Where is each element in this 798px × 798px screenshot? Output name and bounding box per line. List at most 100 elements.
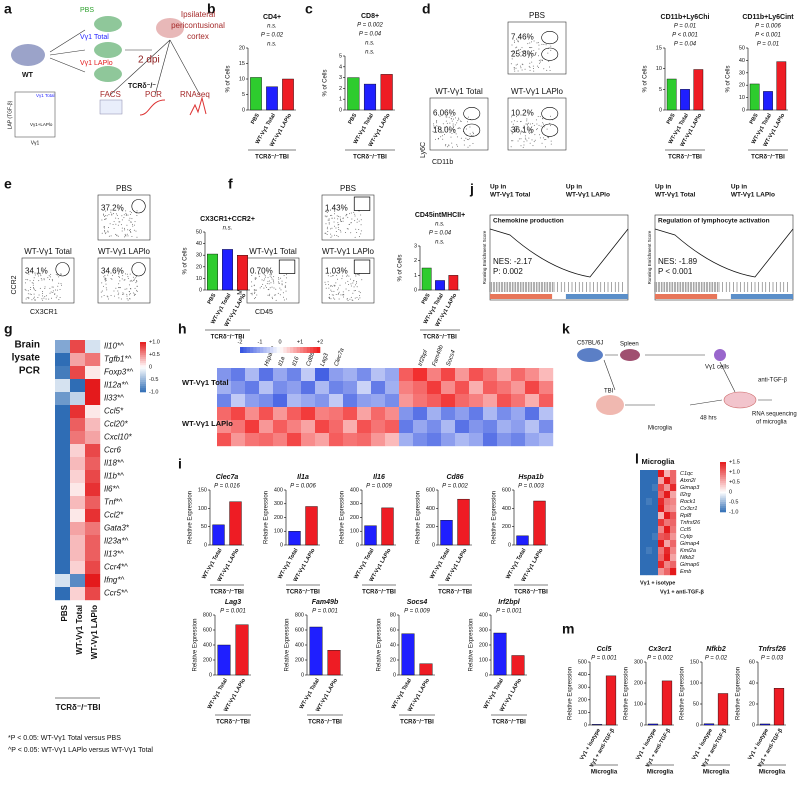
heatmap-cell	[315, 407, 330, 421]
flow-percent: 0.70%	[250, 267, 273, 276]
flow-dot	[337, 218, 339, 220]
p-value: P < 0.001	[755, 33, 781, 39]
heatmap-cell	[455, 407, 470, 421]
y-tick-label: 200	[479, 642, 488, 648]
heatmap-cell	[217, 381, 232, 395]
flow-dot	[347, 274, 349, 276]
flow-dot	[436, 120, 438, 122]
flow-dot	[532, 145, 534, 147]
flow-dot	[538, 124, 540, 126]
y-axis-label: Relative Expression	[285, 618, 291, 671]
bar	[703, 723, 715, 726]
heatmap-cell	[455, 394, 470, 408]
panel-label: f	[228, 176, 233, 192]
arrow	[603, 354, 772, 406]
bar	[533, 500, 546, 546]
flow-dot	[341, 221, 343, 223]
bar	[605, 675, 617, 726]
flow-dot	[266, 283, 268, 285]
flow-dot	[55, 297, 57, 299]
flow-dot	[334, 285, 336, 287]
flow-dot	[338, 298, 340, 300]
y-tick-label: 2	[414, 258, 417, 264]
y-tick-label: 0	[752, 722, 755, 728]
flow-title: WT-Vγ1 Total	[249, 247, 297, 256]
flow-dot	[271, 296, 273, 298]
flow-dot	[118, 273, 120, 275]
heatmap-cell	[670, 526, 677, 534]
y-tick-label: 200	[634, 680, 643, 686]
flow-dot	[328, 294, 330, 296]
flow-dot	[262, 283, 264, 285]
x-axis-label: TCRδ⁻/⁻TBI	[255, 155, 289, 161]
heatmap-cell	[652, 491, 659, 499]
flow-dot	[259, 287, 261, 289]
flow-dot	[134, 287, 136, 289]
flow-percent: 6.06%	[433, 109, 456, 118]
colorbar-label: -1.0	[729, 509, 738, 515]
y-axis-label: % of Cells	[398, 254, 404, 281]
heatmap-cell	[85, 483, 101, 497]
y-tick-label: 40	[390, 642, 396, 648]
flow-dot	[278, 277, 280, 279]
flow-dot	[52, 286, 54, 288]
flow-dot	[132, 276, 134, 278]
y-tick-label: 1	[414, 273, 417, 279]
heatmap-cell	[217, 433, 232, 447]
flow-dot	[113, 221, 115, 223]
colorbar-label: +1.0	[729, 469, 740, 475]
flow-dot	[27, 293, 29, 295]
schematic-label: PCR	[145, 90, 162, 99]
y-tick-label: 400	[426, 506, 435, 512]
flow-dot	[115, 223, 117, 225]
flow-dot	[130, 221, 132, 223]
flow-dot	[129, 298, 131, 300]
flow-dot	[113, 290, 115, 292]
schematic-label: Ipsilateral	[181, 10, 215, 19]
flow-dot	[352, 299, 354, 301]
flow-dot	[125, 215, 127, 217]
heatmap-cell	[670, 554, 677, 562]
schematic-label: RNA sequencing	[752, 412, 797, 418]
heatmap-cell	[670, 519, 677, 527]
row-label: Cytip	[680, 534, 693, 540]
flow-dot	[111, 278, 113, 280]
bar	[237, 254, 248, 291]
flow-dot	[268, 283, 270, 285]
flow-dot	[355, 282, 357, 284]
flow-dot	[42, 292, 44, 294]
flow-dot	[136, 289, 138, 291]
chart-title: Il16	[373, 474, 385, 481]
flow-dot	[270, 276, 272, 278]
flow-dot	[279, 294, 281, 296]
flow-dot	[55, 274, 57, 276]
flow-dot	[539, 137, 541, 139]
flow-dot	[108, 214, 110, 216]
y-tick-label: 0	[301, 672, 304, 678]
y-tick-label: 0	[393, 672, 396, 678]
y-tick-label: 100	[690, 680, 699, 686]
flow-dot	[133, 278, 135, 280]
heatmap-cell	[85, 470, 101, 484]
colorbar-step	[720, 468, 726, 471]
x-axis-label: TCRδ⁻/⁻TBI	[56, 703, 101, 712]
flow-dot	[129, 293, 131, 295]
flow-dot	[534, 54, 536, 56]
flow-dot	[530, 129, 532, 131]
flow-dot	[254, 277, 256, 279]
flow-dot	[326, 228, 328, 230]
schematic-label: TCRδ⁻/⁻	[128, 83, 156, 90]
heatmap-cell	[497, 368, 512, 382]
gene-label: Irf2bpl	[418, 349, 430, 367]
flow-dot	[106, 295, 108, 297]
chart-title: Cd86	[446, 474, 463, 481]
flow-dot	[456, 136, 458, 138]
heatmap-cell	[539, 433, 554, 447]
y-axis-label: % of Cells	[323, 69, 329, 96]
heatmap-cell	[301, 433, 316, 447]
colorbar-step	[246, 347, 251, 353]
heatmap-cell	[231, 407, 246, 421]
flow-dot	[127, 214, 129, 216]
heatmap-cell	[70, 496, 86, 510]
flow-dot	[324, 215, 326, 217]
